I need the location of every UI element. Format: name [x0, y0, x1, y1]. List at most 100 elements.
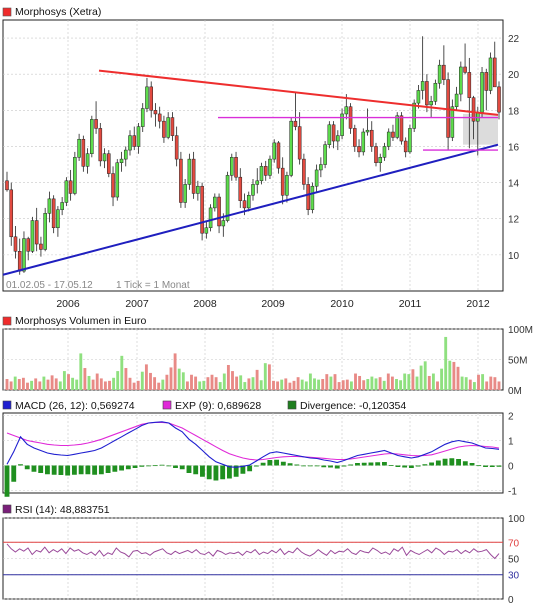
divergence-legend-label: Divergence: -0,120354 — [300, 400, 406, 412]
candle-body — [255, 180, 260, 185]
macd-y-tick-label: 2 — [508, 412, 514, 423]
divergence-bar — [449, 458, 455, 466]
candle-body — [85, 153, 90, 167]
divergence-bar — [119, 465, 125, 471]
date-range-label: 01.02.05 - 17.05.12 — [6, 280, 93, 291]
divergence-bar — [193, 465, 199, 475]
trendline — [2, 143, 499, 276]
volume-bar — [489, 376, 493, 390]
candle-body — [386, 131, 391, 147]
volume-bar — [112, 377, 116, 390]
volume-bar — [259, 380, 263, 390]
candle-body — [412, 102, 416, 129]
divergence-bar — [483, 465, 488, 467]
volume-bar — [386, 373, 390, 390]
candle-body — [34, 220, 39, 245]
price-title: Morphosys (Xetra) — [15, 6, 101, 18]
candle-body — [408, 128, 412, 153]
divergence-bar — [51, 465, 57, 475]
candle-body — [43, 213, 47, 250]
volume-bar — [288, 382, 292, 390]
candle-body — [225, 175, 230, 221]
divergence-bar — [496, 465, 502, 467]
divergence-bar — [159, 464, 165, 466]
candle-body — [149, 86, 153, 111]
rsi-y-tick-label: 30 — [508, 571, 520, 582]
divergence-bar — [469, 463, 475, 466]
volume-bar — [190, 374, 193, 390]
rsi-y-tick-label: 70 — [508, 538, 520, 549]
divergence-bar — [328, 465, 333, 468]
candle-body — [463, 66, 467, 73]
candle-body — [450, 106, 455, 138]
trendline — [98, 69, 499, 116]
divergence-bar — [4, 465, 10, 497]
divergence-bar — [381, 462, 387, 466]
candle-body — [123, 149, 128, 160]
divergence-bar — [321, 465, 327, 468]
divergence-bar — [45, 465, 50, 475]
divergence-bar — [253, 465, 259, 467]
divergence-bar — [361, 462, 367, 466]
candle-body — [94, 119, 98, 129]
rsi-line — [6, 543, 500, 560]
volume-bar — [194, 376, 198, 390]
volume-legend-swatch — [2, 316, 12, 326]
volume-bar — [378, 377, 382, 390]
rsi-legend-label: RSI (14): 48,883751 — [15, 504, 110, 516]
candle-body — [285, 175, 289, 196]
divergence-bar — [402, 465, 408, 468]
volume-bar — [62, 371, 66, 390]
volume-bar — [481, 374, 485, 390]
candle-body — [263, 166, 268, 176]
price-y-axis: 10 12 14 16 18 20 22 — [508, 34, 520, 262]
volume-bar — [436, 381, 439, 390]
volume-bar — [382, 380, 386, 390]
candle-body — [302, 158, 306, 185]
volume-bar — [304, 381, 308, 390]
volume-bar — [235, 376, 239, 390]
volume-bar — [296, 377, 300, 390]
volume-bar — [91, 379, 95, 390]
volume-bar — [366, 379, 370, 390]
volume-bars — [5, 336, 501, 390]
price-x-tick-label: 2012 — [466, 298, 490, 310]
volume-bar — [5, 379, 9, 390]
volume-bar — [440, 368, 444, 390]
volume-bar — [349, 381, 353, 390]
volume-bar — [308, 373, 312, 390]
candle-body — [230, 157, 234, 176]
divergence-bar — [247, 465, 253, 472]
divergence-bar — [166, 465, 172, 467]
volume-bar — [468, 379, 472, 390]
candle-body — [353, 128, 357, 147]
volume-title: Morphosys Volumen in Euro — [15, 315, 146, 327]
volume-bar — [399, 380, 403, 390]
volume-bar — [325, 374, 329, 390]
candle-body — [378, 157, 383, 163]
candle-body — [183, 184, 187, 203]
volume-bar — [198, 381, 202, 390]
macd-lines — [6, 421, 500, 468]
volume-bar — [128, 377, 132, 390]
candle-body — [480, 72, 484, 113]
candle-body — [217, 196, 221, 227]
divergence-bar — [125, 465, 131, 470]
volume-bar — [452, 361, 456, 390]
candle-body — [497, 86, 501, 113]
volume-panel: Morphosys Volumen in Euro 100M 50M 0M — [2, 315, 533, 397]
divergence-bar — [132, 465, 138, 468]
divergence-bar — [98, 465, 104, 475]
rsi-levels — [3, 541, 503, 576]
volume-bar — [411, 369, 415, 390]
volume-bar — [272, 380, 275, 390]
divergence-bar — [456, 459, 461, 466]
candle-body — [26, 238, 30, 252]
candle-body — [268, 158, 272, 176]
divergence-bar — [301, 465, 306, 467]
volume-bar — [50, 375, 54, 390]
divergence-bar — [220, 465, 226, 480]
volume-bar — [493, 377, 497, 390]
candle-body — [357, 146, 361, 153]
rsi-y-axis: 100 70 50 30 0 — [508, 514, 525, 606]
